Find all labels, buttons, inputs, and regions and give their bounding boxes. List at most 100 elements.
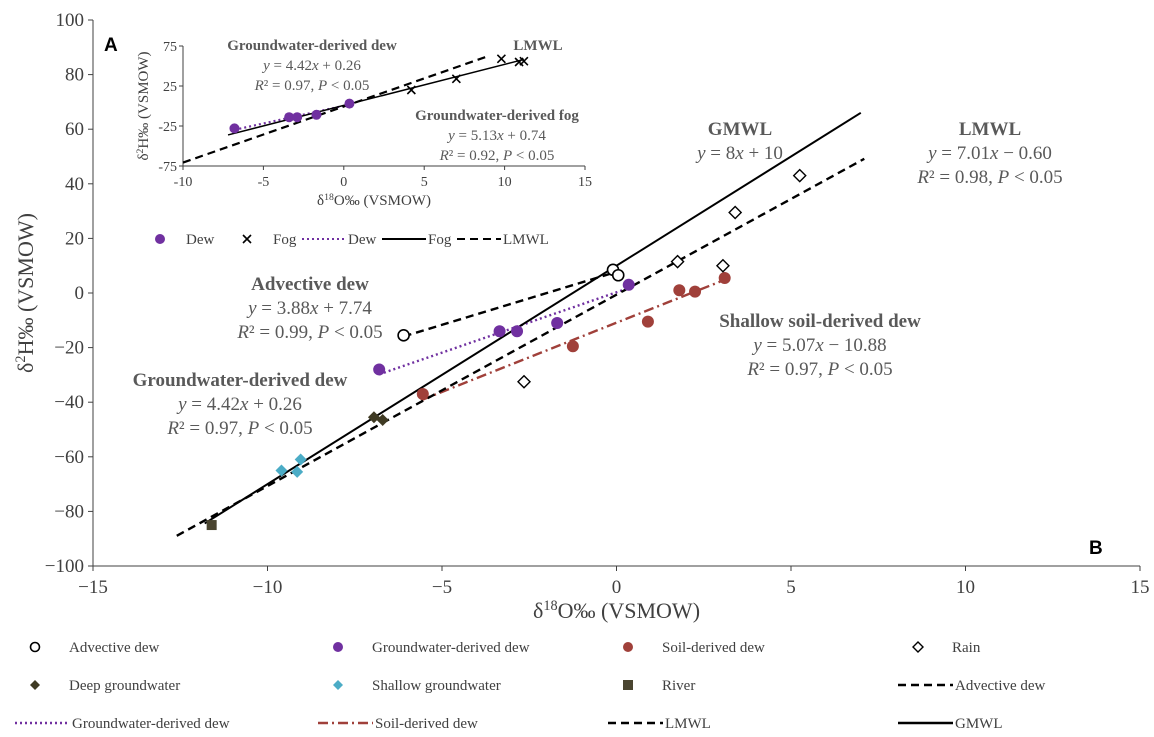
legend-item-advective-dew-label: Advective dew [955, 678, 1046, 694]
point-rain [715, 258, 730, 273]
inset-legend-item-fog-swatch [242, 234, 252, 244]
legend-item-soil-derived-dew-label: Soil-derived dew [375, 716, 478, 732]
inset-annotation-groundwater-derived-dew-fit-part: P [317, 78, 327, 94]
x-axis-title-part: O‰ (VSMOW) [558, 598, 700, 623]
annotation-groundwater-derived-dew-equation-part: x [239, 394, 249, 415]
annotation-advective-dew-equation-part: + 7.74 [318, 298, 372, 319]
point-river [206, 520, 217, 531]
regression-line-gmwl [204, 111, 862, 525]
inset-annotation-groundwater-derived-dew-fit-part: ² = 0.97, [264, 78, 318, 94]
x-tick-label: 0 [612, 577, 622, 598]
annotation-lmwl-equation-part: x [989, 143, 999, 164]
regression-line-advective-dew [403, 271, 614, 338]
x-axis-title-part: 18 [543, 598, 557, 614]
inset-point-dew [311, 109, 322, 120]
point-soil-derived-dew [566, 340, 579, 353]
point-advective-dew [397, 329, 410, 342]
annotation-lmwl-equation: y = 7.01x − 0.60 [926, 143, 1052, 164]
inset-y-tick-label: -75 [158, 160, 177, 175]
annotation-shallow-soil-derived-dew-equation-part: − 10.88 [824, 335, 887, 356]
annotation-shallow-soil-derived-dew-fit: R² = 0.97, P < 0.05 [746, 359, 892, 380]
point-groundwater-derived-dew [551, 317, 564, 330]
y-tick-label: 0 [75, 283, 85, 304]
inset-annotation-groundwater-derived-fog-fit-part: ² = 0.92, [449, 148, 503, 164]
regression-line-soil-derived-dew [420, 278, 726, 402]
annotation-advective-dew-fit-part: ² = 0.99, [249, 322, 318, 343]
inset-x-axis-title-part: δ [317, 193, 324, 209]
annotation-groundwater-derived-dew-equation-part: = 4.42 [187, 394, 240, 415]
point-deep-groundwater [376, 413, 389, 426]
legend-item-soil-derived-dew-swatch [623, 642, 633, 652]
annotation-advective-dew-equation-part: y [246, 298, 257, 319]
point-soil-derived-dew [641, 315, 654, 328]
point-rain [792, 168, 807, 183]
y-axis-title-part: 2 [13, 355, 29, 362]
inset-x-tick-label: 15 [578, 175, 592, 190]
y-tick-label: 80 [65, 65, 84, 86]
legend-item-advective-dew-label: Advective dew [69, 640, 160, 656]
legend-item-shallow-groundwater-swatch [333, 680, 343, 690]
inset-x-axis-title-part: O‰ (VSMOW) [334, 193, 431, 209]
point-shallow-groundwater [291, 465, 304, 478]
inset-legend-item-dew-label: Dew [348, 232, 376, 248]
inset-y-axis-title-part: δ [136, 153, 152, 160]
legend-item-shallow-groundwater-label: Shallow groundwater [372, 678, 501, 694]
inset-y-axis-title: δ2H‰ (VSMOW) [135, 51, 153, 160]
y-tick-label: −60 [54, 447, 84, 468]
annotation-gmwl-equation: y = 8x + 10 [695, 143, 783, 164]
annotation-groundwater-derived-dew-fit-part: R [166, 418, 179, 439]
annotation-advective-dew-equation-part: = 3.88 [257, 298, 310, 319]
inset-annotation-groundwater-derived-dew-fit-part: < 0.05 [327, 78, 369, 94]
annotation-gmwl-title: GMWL [708, 119, 772, 140]
regression-line-lmwl [176, 157, 865, 537]
x-axis-title: δ18O‰ (VSMOW) [533, 598, 700, 623]
inset-annotation-groundwater-derived-dew-title: Groundwater-derived dew [227, 38, 397, 54]
inset-annotation-groundwater-derived-fog-equation: y = 5.13x + 0.74 [446, 128, 546, 144]
inset-annotation-groundwater-derived-fog-equation-part: = 5.13 [455, 128, 497, 144]
inset-x-tick-label: 0 [340, 175, 347, 190]
annotation-lmwl-fit-part: < 0.05 [1009, 167, 1062, 188]
inset-line-lmwl [182, 54, 489, 164]
inset-y-tick-label: -25 [158, 120, 177, 135]
inset-y-axis-title-part: 2 [135, 148, 146, 153]
inset-annotation-groundwater-derived-fog-equation-part: y [446, 128, 455, 144]
point-rain [728, 205, 743, 220]
inset-line-fog [227, 58, 525, 136]
annotation-advective-dew-equation-part: x [309, 298, 319, 319]
annotation-shallow-soil-derived-dew-equation: y = 5.07x − 10.88 [751, 335, 886, 356]
inset-x-tick-label: 5 [421, 175, 428, 190]
annotation-groundwater-derived-dew-fit-part: P [247, 418, 260, 439]
inset-annotation-groundwater-derived-fog-title: Groundwater-derived fog [415, 108, 579, 124]
inset-legend-item-fog-label: Fog [273, 232, 297, 248]
inset-annotation-groundwater-derived-fog-fit-part: P [502, 148, 512, 164]
inset-annotation-groundwater-derived-dew-fit: R² = 0.97, P < 0.05 [254, 78, 370, 94]
inset-x-axis-title: δ18O‰ (VSMOW) [317, 192, 431, 210]
annotation-advective-dew-fit-part: < 0.05 [329, 322, 382, 343]
x-tick-label: 10 [956, 577, 975, 598]
inset-point-fog [406, 85, 416, 95]
annotation-shallow-soil-derived-dew-equation-part: x [814, 335, 824, 356]
inset-x-tick-label: -5 [258, 175, 270, 190]
point-groundwater-derived-dew [511, 325, 524, 338]
annotation-advective-dew-fit-part: P [317, 322, 330, 343]
point-advective-dew [611, 268, 625, 282]
inset-annotation-groundwater-derived-dew-equation-part: + 0.26 [319, 58, 362, 74]
annotation-lmwl-title: LMWL [959, 119, 1021, 140]
x-axis-title-part: δ [533, 598, 543, 623]
inset-annotation-groundwater-derived-fog-fit-part: < 0.05 [512, 148, 554, 164]
annotation-advective-dew-fit: R² = 0.99, P < 0.05 [236, 322, 382, 343]
y-tick-label: −100 [45, 556, 84, 577]
y-axis-title: δ2H‰ (VSMOW) [13, 213, 38, 373]
annotation-shallow-soil-derived-dew-fit-part: ² = 0.97, [759, 359, 828, 380]
inset-x-tick-label: -10 [174, 175, 193, 190]
annotation-shallow-soil-derived-dew-title: Shallow soil-derived dew [719, 311, 921, 332]
point-soil-derived-dew [416, 388, 429, 401]
annotation-lmwl-fit-part: P [997, 167, 1010, 188]
point-rain [517, 374, 532, 389]
annotation-groundwater-derived-dew-equation-part: + 0.26 [248, 394, 301, 415]
legend: Advective dew Groundwater-derived dew Soil… [15, 640, 1046, 732]
inset-point-dew [229, 123, 240, 134]
annotation-shallow-soil-derived-dew-fit-part: R [746, 359, 759, 380]
legend-item-groundwater-derived-dew-label: Groundwater-derived dew [372, 640, 530, 656]
